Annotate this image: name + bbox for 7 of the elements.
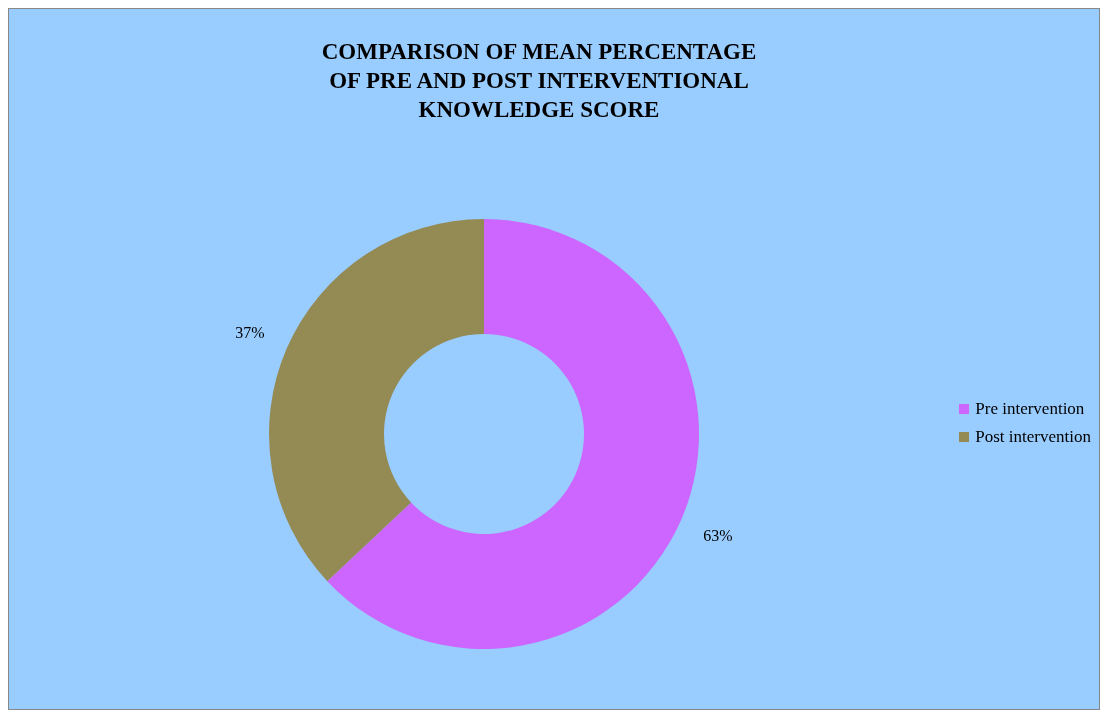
donut-slice (327, 219, 699, 649)
donut-slice (269, 219, 484, 582)
data-label: 37% (235, 324, 265, 342)
legend-label: Post intervention (975, 427, 1091, 447)
legend-label: Pre intervention (975, 399, 1085, 419)
data-label: 63% (703, 526, 733, 544)
chart-title: COMPARISON OF MEAN PERCENTAGE OF PRE AND POST INTERVENTIONAL KNOWLEDGE SCORE (320, 38, 758, 124)
